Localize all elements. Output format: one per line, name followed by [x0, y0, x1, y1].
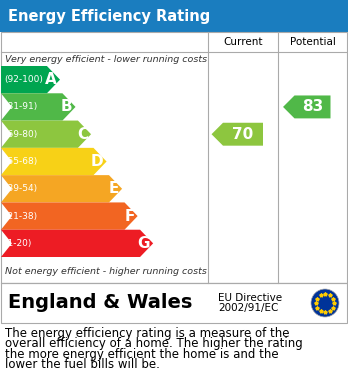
Polygon shape	[212, 123, 263, 146]
Text: Not energy efficient - higher running costs: Not energy efficient - higher running co…	[5, 267, 207, 276]
Text: (21-38): (21-38)	[4, 212, 37, 221]
Polygon shape	[1, 93, 76, 120]
Polygon shape	[1, 66, 60, 93]
Text: lower the fuel bills will be.: lower the fuel bills will be.	[5, 359, 160, 371]
Text: 83: 83	[302, 99, 323, 115]
Polygon shape	[283, 95, 331, 118]
Text: Very energy efficient - lower running costs: Very energy efficient - lower running co…	[5, 55, 207, 64]
Bar	[1, 283, 347, 323]
Text: C: C	[77, 127, 88, 142]
Polygon shape	[1, 175, 122, 203]
Text: 2002/91/EC: 2002/91/EC	[218, 303, 278, 313]
Text: EU Directive: EU Directive	[218, 293, 282, 303]
Polygon shape	[1, 230, 153, 257]
Text: (55-68): (55-68)	[4, 157, 37, 166]
Text: overall efficiency of a home. The higher the rating: overall efficiency of a home. The higher…	[5, 337, 303, 350]
Circle shape	[311, 289, 339, 317]
Text: A: A	[45, 72, 57, 87]
Text: the more energy efficient the home is and the: the more energy efficient the home is an…	[5, 348, 279, 361]
Text: G: G	[138, 236, 150, 251]
Text: D: D	[91, 154, 104, 169]
Polygon shape	[1, 120, 91, 148]
Text: (81-91): (81-91)	[4, 102, 37, 111]
Text: The energy efficiency rating is a measure of the: The energy efficiency rating is a measur…	[5, 327, 290, 340]
Text: Potential: Potential	[290, 37, 335, 47]
Text: (39-54): (39-54)	[4, 184, 37, 193]
Bar	[0, 0, 348, 32]
Text: Current: Current	[223, 37, 263, 47]
Text: 70: 70	[232, 127, 254, 142]
Bar	[1, 32, 347, 283]
Text: B: B	[61, 99, 72, 115]
Text: F: F	[124, 208, 135, 224]
Text: Energy Efficiency Rating: Energy Efficiency Rating	[8, 9, 210, 23]
Polygon shape	[1, 148, 106, 175]
Text: England & Wales: England & Wales	[8, 294, 192, 312]
Text: (92-100): (92-100)	[4, 75, 43, 84]
Text: (1-20): (1-20)	[4, 239, 31, 248]
Text: E: E	[109, 181, 119, 196]
Polygon shape	[1, 203, 137, 230]
Text: (69-80): (69-80)	[4, 130, 37, 139]
